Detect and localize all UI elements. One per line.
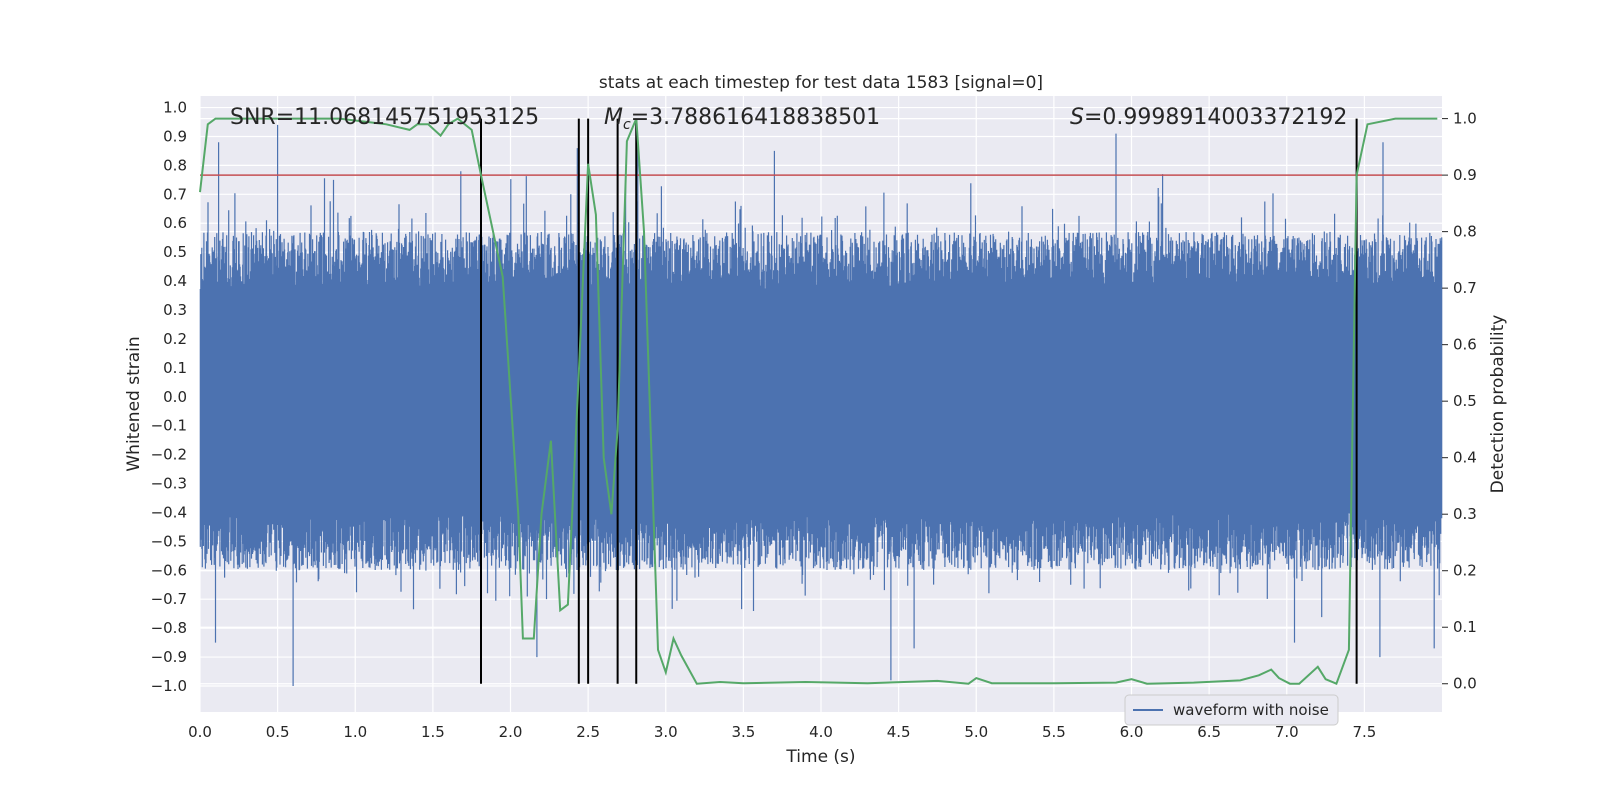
x-tick-label: 6.5 bbox=[1197, 723, 1221, 741]
legend-label-waveform: waveform with noise bbox=[1173, 701, 1329, 719]
right-y-tick-label: 0.0 bbox=[1453, 675, 1477, 693]
left-y-tick-label: 1.0 bbox=[163, 99, 187, 117]
right-y-tick-labels: 1.0 0.9 0.8 0.7 0.6 0.5 0.4 0.3 0.2 0.1 0.0 bbox=[1442, 110, 1477, 693]
x-tick-label: 1.0 bbox=[343, 723, 367, 741]
right-y-tick-label: 0.6 bbox=[1453, 336, 1477, 354]
right-y-tick-label: 0.9 bbox=[1453, 166, 1477, 184]
right-y-tick-label: 0.5 bbox=[1453, 392, 1477, 410]
left-y-tick-label: 0.7 bbox=[163, 185, 187, 203]
left-y-tick-label: 0.2 bbox=[163, 330, 187, 348]
x-tick-labels: 0.0 0.5 1.0 1.5 2.0 2.5 3.0 3.5 4.0 4.5 5.0 5.5 6.0 6… bbox=[188, 723, 1376, 741]
x-tick-label: 1.5 bbox=[421, 723, 445, 741]
left-y-tick-label: −0.3 bbox=[151, 475, 187, 493]
x-tick-label: 7.0 bbox=[1275, 723, 1299, 741]
left-y-tick-label: 0.5 bbox=[163, 243, 187, 261]
significance-annotation: S=0.9998914003372192 bbox=[1070, 105, 1347, 130]
right-y-tick-label: 0.1 bbox=[1453, 618, 1477, 636]
x-tick-label: 6.0 bbox=[1120, 723, 1144, 741]
left-y-tick-label: −1.0 bbox=[151, 677, 187, 695]
snr-annotation: SNR=11.068145751953125 bbox=[230, 105, 539, 130]
x-tick-label: 0.0 bbox=[188, 723, 212, 741]
x-axis-label: Time (s) bbox=[785, 747, 855, 767]
detection-probability-series bbox=[199, 117, 1438, 686]
left-y-tick-label: 0.1 bbox=[163, 359, 187, 377]
left-y-tick-labels: 1.0 0.9 0.8 0.7 0.6 0.5 0.4 0.3 0.2 0.1 0.0 −0.1 −0.… bbox=[151, 99, 187, 695]
right-y-tick-label: 0.2 bbox=[1453, 562, 1477, 580]
right-y-tick-label: 0.7 bbox=[1453, 279, 1477, 297]
chirp-mass-value: =3.788616418838501 bbox=[631, 105, 880, 130]
x-tick-label: 3.0 bbox=[654, 723, 678, 741]
x-tick-label: 4.0 bbox=[809, 723, 833, 741]
left-y-tick-label: 0.3 bbox=[163, 301, 187, 319]
left-y-tick-label: 0.8 bbox=[163, 156, 187, 174]
legend: waveform with noise bbox=[1124, 694, 1339, 726]
x-tick-label: 2.5 bbox=[576, 723, 600, 741]
x-tick-label: 3.5 bbox=[731, 723, 755, 741]
left-y-tick-label: 0.6 bbox=[163, 214, 187, 232]
significance-symbol: S bbox=[1070, 105, 1084, 130]
x-tick-label: 5.5 bbox=[1042, 723, 1066, 741]
left-y-tick-label: −0.5 bbox=[151, 532, 187, 550]
legend-box bbox=[1124, 694, 1339, 726]
left-y-axis-label: Whitened strain bbox=[124, 336, 144, 471]
right-y-tick-label: 0.3 bbox=[1453, 505, 1477, 523]
chart-title: stats at each timestep for test data 158… bbox=[599, 73, 1043, 93]
significance-value: =0.9998914003372192 bbox=[1084, 105, 1347, 130]
left-y-tick-label: −0.9 bbox=[151, 648, 187, 666]
left-y-tick-label: −0.4 bbox=[151, 503, 187, 521]
right-y-tick-label: 1.0 bbox=[1453, 110, 1477, 128]
left-y-tick-label: −0.1 bbox=[151, 417, 187, 435]
left-y-tick-label: −0.7 bbox=[151, 590, 187, 608]
detection-probability-line bbox=[199, 117, 1438, 686]
x-tick-label: 2.0 bbox=[499, 723, 523, 741]
x-tick-label: 0.5 bbox=[266, 723, 290, 741]
right-y-tick-label: 0.8 bbox=[1453, 223, 1477, 241]
right-y-axis-label: Detection probability bbox=[1488, 315, 1508, 494]
left-y-tick-label: −0.8 bbox=[151, 619, 187, 637]
chirp-mass-subscript: c bbox=[623, 117, 631, 133]
left-y-tick-label: −0.2 bbox=[151, 446, 187, 464]
x-tick-label: 5.0 bbox=[964, 723, 988, 741]
left-y-tick-label: 0.0 bbox=[163, 388, 187, 406]
left-y-tick-label: 0.4 bbox=[163, 272, 187, 290]
left-y-tick-label: −0.6 bbox=[151, 561, 187, 579]
chirp-mass-annotation: Mc=3.788616418838501 bbox=[604, 105, 880, 133]
right-y-tick-label: 0.4 bbox=[1453, 449, 1477, 467]
left-y-tick-label: 0.9 bbox=[163, 127, 187, 145]
chirp-mass-symbol: M bbox=[604, 105, 623, 130]
x-tick-label: 7.5 bbox=[1352, 723, 1376, 741]
x-tick-label: 4.5 bbox=[887, 723, 911, 741]
